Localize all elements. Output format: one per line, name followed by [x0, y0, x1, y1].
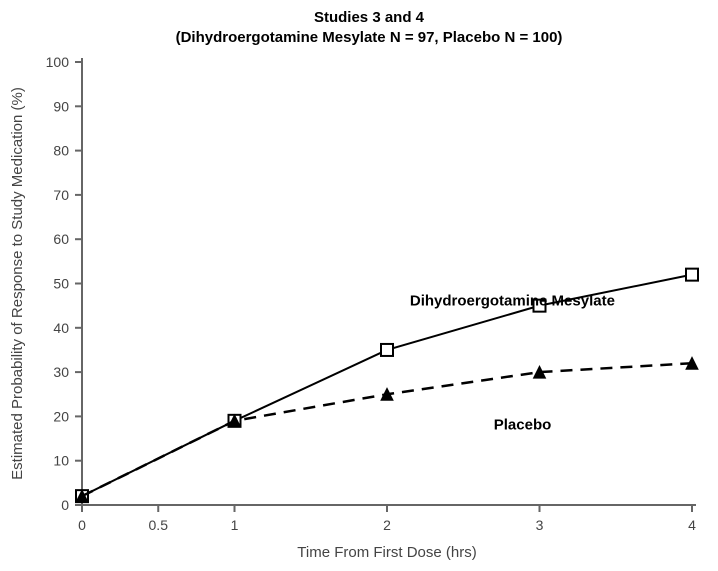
y-tick-label: 20 [53, 408, 69, 424]
y-tick-label: 100 [46, 54, 70, 70]
y-tick-label: 50 [53, 276, 69, 292]
x-tick-label: 3 [536, 517, 544, 533]
y-tick-label: 10 [53, 453, 69, 469]
x-tick-label: 2 [383, 517, 391, 533]
y-tick-label: 0 [61, 497, 69, 513]
y-axis-label: Estimated Probability of Response to Stu… [9, 87, 26, 480]
y-tick-label: 60 [53, 231, 69, 247]
y-tick-label: 90 [53, 98, 69, 114]
y-tick-label: 30 [53, 364, 69, 380]
y-tick-label: 40 [53, 320, 69, 336]
series-label-placebo: Placebo [494, 417, 552, 434]
x-tick-label: 1 [231, 517, 239, 533]
x-axis-label: Time From First Dose (hrs) [297, 544, 476, 561]
probability-response-chart: Studies 3 and 4 (Dihydroergotamine Mesyla… [0, 0, 718, 571]
x-tick-label: 0.5 [149, 517, 169, 533]
chart-title-line2: (Dihydroergotamine Mesylate N = 97, Plac… [176, 29, 563, 46]
y-tick-label: 70 [53, 187, 69, 203]
series-marker-dhe [686, 269, 698, 281]
chart-title-line1: Studies 3 and 4 [314, 9, 425, 26]
series-label-dhe: Dihydroergotamine Mesylate [410, 293, 615, 310]
series-marker-dhe [381, 344, 393, 356]
x-tick-label: 0 [78, 517, 86, 533]
x-tick-label: 4 [688, 517, 696, 533]
y-tick-label: 80 [53, 143, 69, 159]
series-line-placebo [82, 363, 692, 496]
